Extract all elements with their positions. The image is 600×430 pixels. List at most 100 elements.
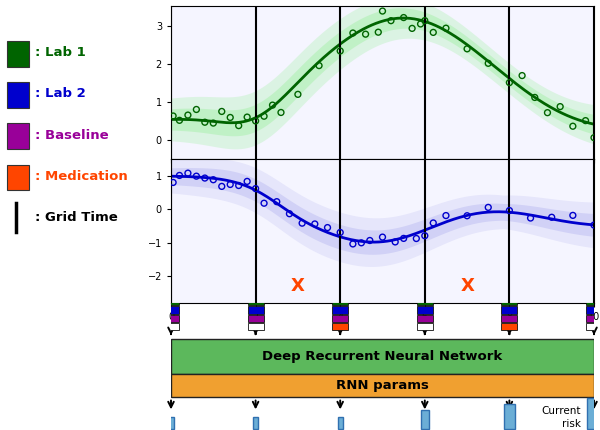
Bar (417, 323, 433, 330)
Point (335, 48, 345, 55)
Point (217, 183, 227, 190)
FancyBboxPatch shape (7, 123, 29, 149)
Bar (171, 339, 594, 374)
Point (589, 134, 599, 141)
Point (335, 229, 345, 236)
Bar (502, 306, 517, 313)
Bar (163, 306, 179, 313)
Point (293, 91, 302, 98)
Point (234, 182, 244, 189)
Point (268, 101, 277, 108)
Point (441, 25, 451, 32)
Bar (502, 298, 517, 305)
Bar (171, 374, 594, 397)
Bar (248, 315, 263, 322)
Point (373, 29, 383, 36)
Point (259, 113, 269, 120)
Point (484, 60, 493, 67)
Point (298, 220, 307, 227)
Point (234, 122, 244, 129)
Bar (502, 323, 517, 330)
Point (175, 117, 184, 124)
Point (399, 235, 409, 242)
Point (420, 17, 430, 24)
Point (412, 235, 421, 242)
Point (407, 25, 417, 32)
Point (505, 207, 514, 214)
Point (217, 108, 227, 115)
Point (416, 21, 425, 28)
Bar (587, 398, 600, 429)
Bar (417, 306, 433, 313)
Point (378, 8, 388, 15)
Point (242, 178, 252, 185)
Point (542, 109, 552, 116)
FancyBboxPatch shape (7, 165, 29, 190)
Point (183, 112, 193, 119)
FancyBboxPatch shape (7, 82, 29, 108)
Point (526, 215, 535, 221)
Bar (417, 315, 433, 322)
Point (169, 113, 178, 120)
Bar (332, 323, 348, 330)
Bar (163, 323, 179, 330)
Point (191, 106, 201, 113)
Point (568, 123, 578, 130)
Bar (586, 323, 600, 330)
Bar (163, 315, 179, 322)
Point (365, 237, 374, 244)
Bar (332, 298, 348, 305)
Point (226, 114, 235, 121)
Text: X: X (460, 277, 474, 295)
Point (314, 62, 324, 69)
Text: : Grid Time: : Grid Time (35, 211, 118, 224)
Bar (502, 315, 517, 322)
Point (556, 103, 565, 110)
Point (191, 173, 201, 180)
Point (251, 185, 260, 192)
Point (463, 46, 472, 52)
Point (505, 79, 514, 86)
Bar (248, 306, 263, 313)
Bar (417, 298, 433, 305)
Bar (332, 315, 348, 322)
Bar (338, 417, 343, 429)
Point (259, 200, 269, 207)
Point (399, 14, 409, 21)
Point (361, 31, 370, 37)
Point (323, 224, 332, 231)
Point (547, 214, 557, 221)
Point (391, 239, 400, 246)
Point (200, 175, 209, 181)
Point (428, 220, 438, 227)
Point (428, 29, 438, 36)
Bar (332, 306, 348, 313)
Point (484, 204, 493, 211)
Point (348, 240, 358, 247)
Text: : Lab 1: : Lab 1 (35, 46, 86, 59)
Text: : Lab 2: : Lab 2 (35, 87, 86, 100)
Point (568, 212, 578, 219)
Text: X: X (291, 277, 305, 295)
Point (463, 212, 472, 219)
Point (581, 117, 590, 124)
Text: : Baseline: : Baseline (35, 129, 109, 141)
Text: Deep Recurrent Neural Network: Deep Recurrent Neural Network (262, 350, 503, 363)
Point (310, 221, 320, 227)
Point (175, 172, 184, 179)
Point (251, 117, 260, 124)
Point (386, 17, 396, 24)
Point (348, 30, 358, 37)
Point (530, 94, 539, 101)
Bar (586, 306, 600, 313)
Point (242, 114, 252, 120)
Point (356, 240, 366, 246)
Point (226, 181, 235, 188)
Text: : Medication: : Medication (35, 170, 128, 183)
Bar (163, 298, 179, 305)
FancyBboxPatch shape (7, 41, 29, 67)
Point (517, 72, 527, 79)
Point (441, 212, 451, 219)
Point (589, 221, 599, 228)
Point (200, 119, 209, 126)
